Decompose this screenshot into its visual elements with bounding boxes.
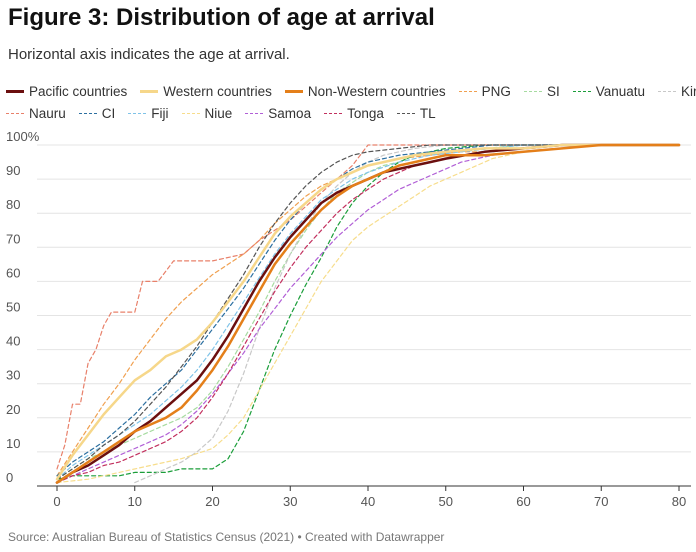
series-line-png [56, 144, 680, 477]
y-tick-label: 80 [6, 197, 20, 212]
legend-swatch [140, 89, 159, 93]
y-tick-label: 10 [6, 436, 20, 451]
x-tick-label: 10 [128, 494, 142, 509]
chart-title: Figure 3: Distribution of age at arrival [8, 4, 435, 31]
legend-label: Kiribati [681, 83, 696, 99]
legend-item: Tonga [324, 106, 384, 121]
legend-label: Niue [204, 105, 233, 121]
legend-row: Nauru CI Fiji Niue Samoa Tonga TL [6, 102, 692, 124]
legend-label: Vanuatu [595, 83, 645, 99]
series-line-nauru [56, 144, 680, 470]
legend-row: Pacific countries Western countries Non-We… [6, 80, 696, 102]
x-tick-label: 0 [53, 494, 60, 509]
y-tick-label: 0 [6, 470, 13, 485]
legend-item: Vanuatu [572, 83, 645, 99]
legend-item: Non-Western countries [284, 83, 446, 99]
legend-item: SI [523, 83, 560, 99]
legend-item: PNG [458, 83, 511, 99]
legend-swatch [284, 89, 303, 93]
legend-item: Nauru [6, 106, 66, 121]
series-line-ci [56, 144, 680, 477]
legend-swatch [658, 90, 676, 92]
y-tick-label: 90 [6, 163, 20, 178]
legend-swatch [78, 112, 97, 114]
legend-item: Niue [181, 105, 233, 121]
y-tick-label: 70 [6, 231, 20, 246]
series-line-samoa [56, 144, 680, 484]
legend-item: Pacific countries [6, 84, 127, 99]
series-line-si [56, 144, 680, 480]
legend-item: TL [396, 105, 436, 121]
legend-item: Fiji [128, 105, 169, 121]
y-tick-label: 30 [6, 368, 20, 383]
y-tick-label: 40 [6, 334, 20, 349]
legend-label: PNG [481, 83, 511, 99]
y-tick-label: 60 [6, 265, 20, 280]
legend-label: Western countries [163, 83, 272, 99]
chart-legend: Pacific countries Western countries Non-We… [6, 80, 696, 124]
legend-item: Samoa [245, 106, 311, 121]
series-line-kiribati [134, 144, 680, 484]
legend-label: Nauru [29, 105, 66, 121]
series-line-non-western-countries [55, 143, 681, 484]
legend-label: TL [419, 105, 436, 121]
legend-item: Kiribati [658, 84, 696, 99]
legend-swatch [523, 90, 542, 92]
series-line-fiji [56, 144, 680, 480]
legend-label: CI [101, 105, 116, 121]
legend-item: Western countries [140, 84, 272, 99]
legend-swatch [572, 90, 591, 92]
source-note: Source: Australian Bureau of Statistics … [8, 530, 445, 544]
legend-swatch [458, 90, 477, 92]
series-line-vanuatu [56, 144, 680, 480]
legend-swatch [245, 112, 264, 114]
x-tick-label: 50 [439, 494, 453, 509]
legend-swatch [324, 112, 343, 114]
legend-swatch [396, 112, 415, 114]
legend-label: Pacific countries [29, 83, 128, 99]
series-line-western-countries [55, 143, 681, 481]
legend-swatch [128, 112, 147, 114]
chart-area: 0 10 20 30 40 50 60 70 80 90 100% 0 10 20 30 40 50 60 70 80 [0, 128, 696, 533]
legend-label: SI [546, 83, 560, 99]
y-tick-label: 100% [6, 129, 40, 144]
x-tick-label: 30 [283, 494, 297, 509]
legend-label: Non-Western countries [307, 83, 446, 99]
series-line-niue [56, 144, 680, 484]
x-tick-label: 80 [672, 494, 686, 509]
legend-item: CI [78, 105, 116, 121]
legend-swatch [6, 89, 24, 93]
series-line-tl [56, 144, 680, 480]
legend-swatch [6, 112, 24, 114]
legend-label: Tonga [347, 105, 384, 121]
x-tick-label: 70 [594, 494, 608, 509]
y-tick-label: 50 [6, 300, 20, 315]
line-chart: 0 10 20 30 40 50 60 70 80 90 100% 0 10 20 30 40 50 60 70 80 [6, 129, 691, 509]
x-tick-label: 60 [516, 494, 530, 509]
x-tick-label: 40 [361, 494, 375, 509]
legend-label: Fiji [151, 105, 169, 121]
y-tick-label: 20 [6, 402, 20, 417]
legend-label: Samoa [268, 105, 312, 121]
x-tick-label: 20 [205, 494, 219, 509]
legend-swatch [181, 112, 200, 114]
chart-subtitle: Horizontal axis indicates the age at arr… [8, 46, 290, 63]
